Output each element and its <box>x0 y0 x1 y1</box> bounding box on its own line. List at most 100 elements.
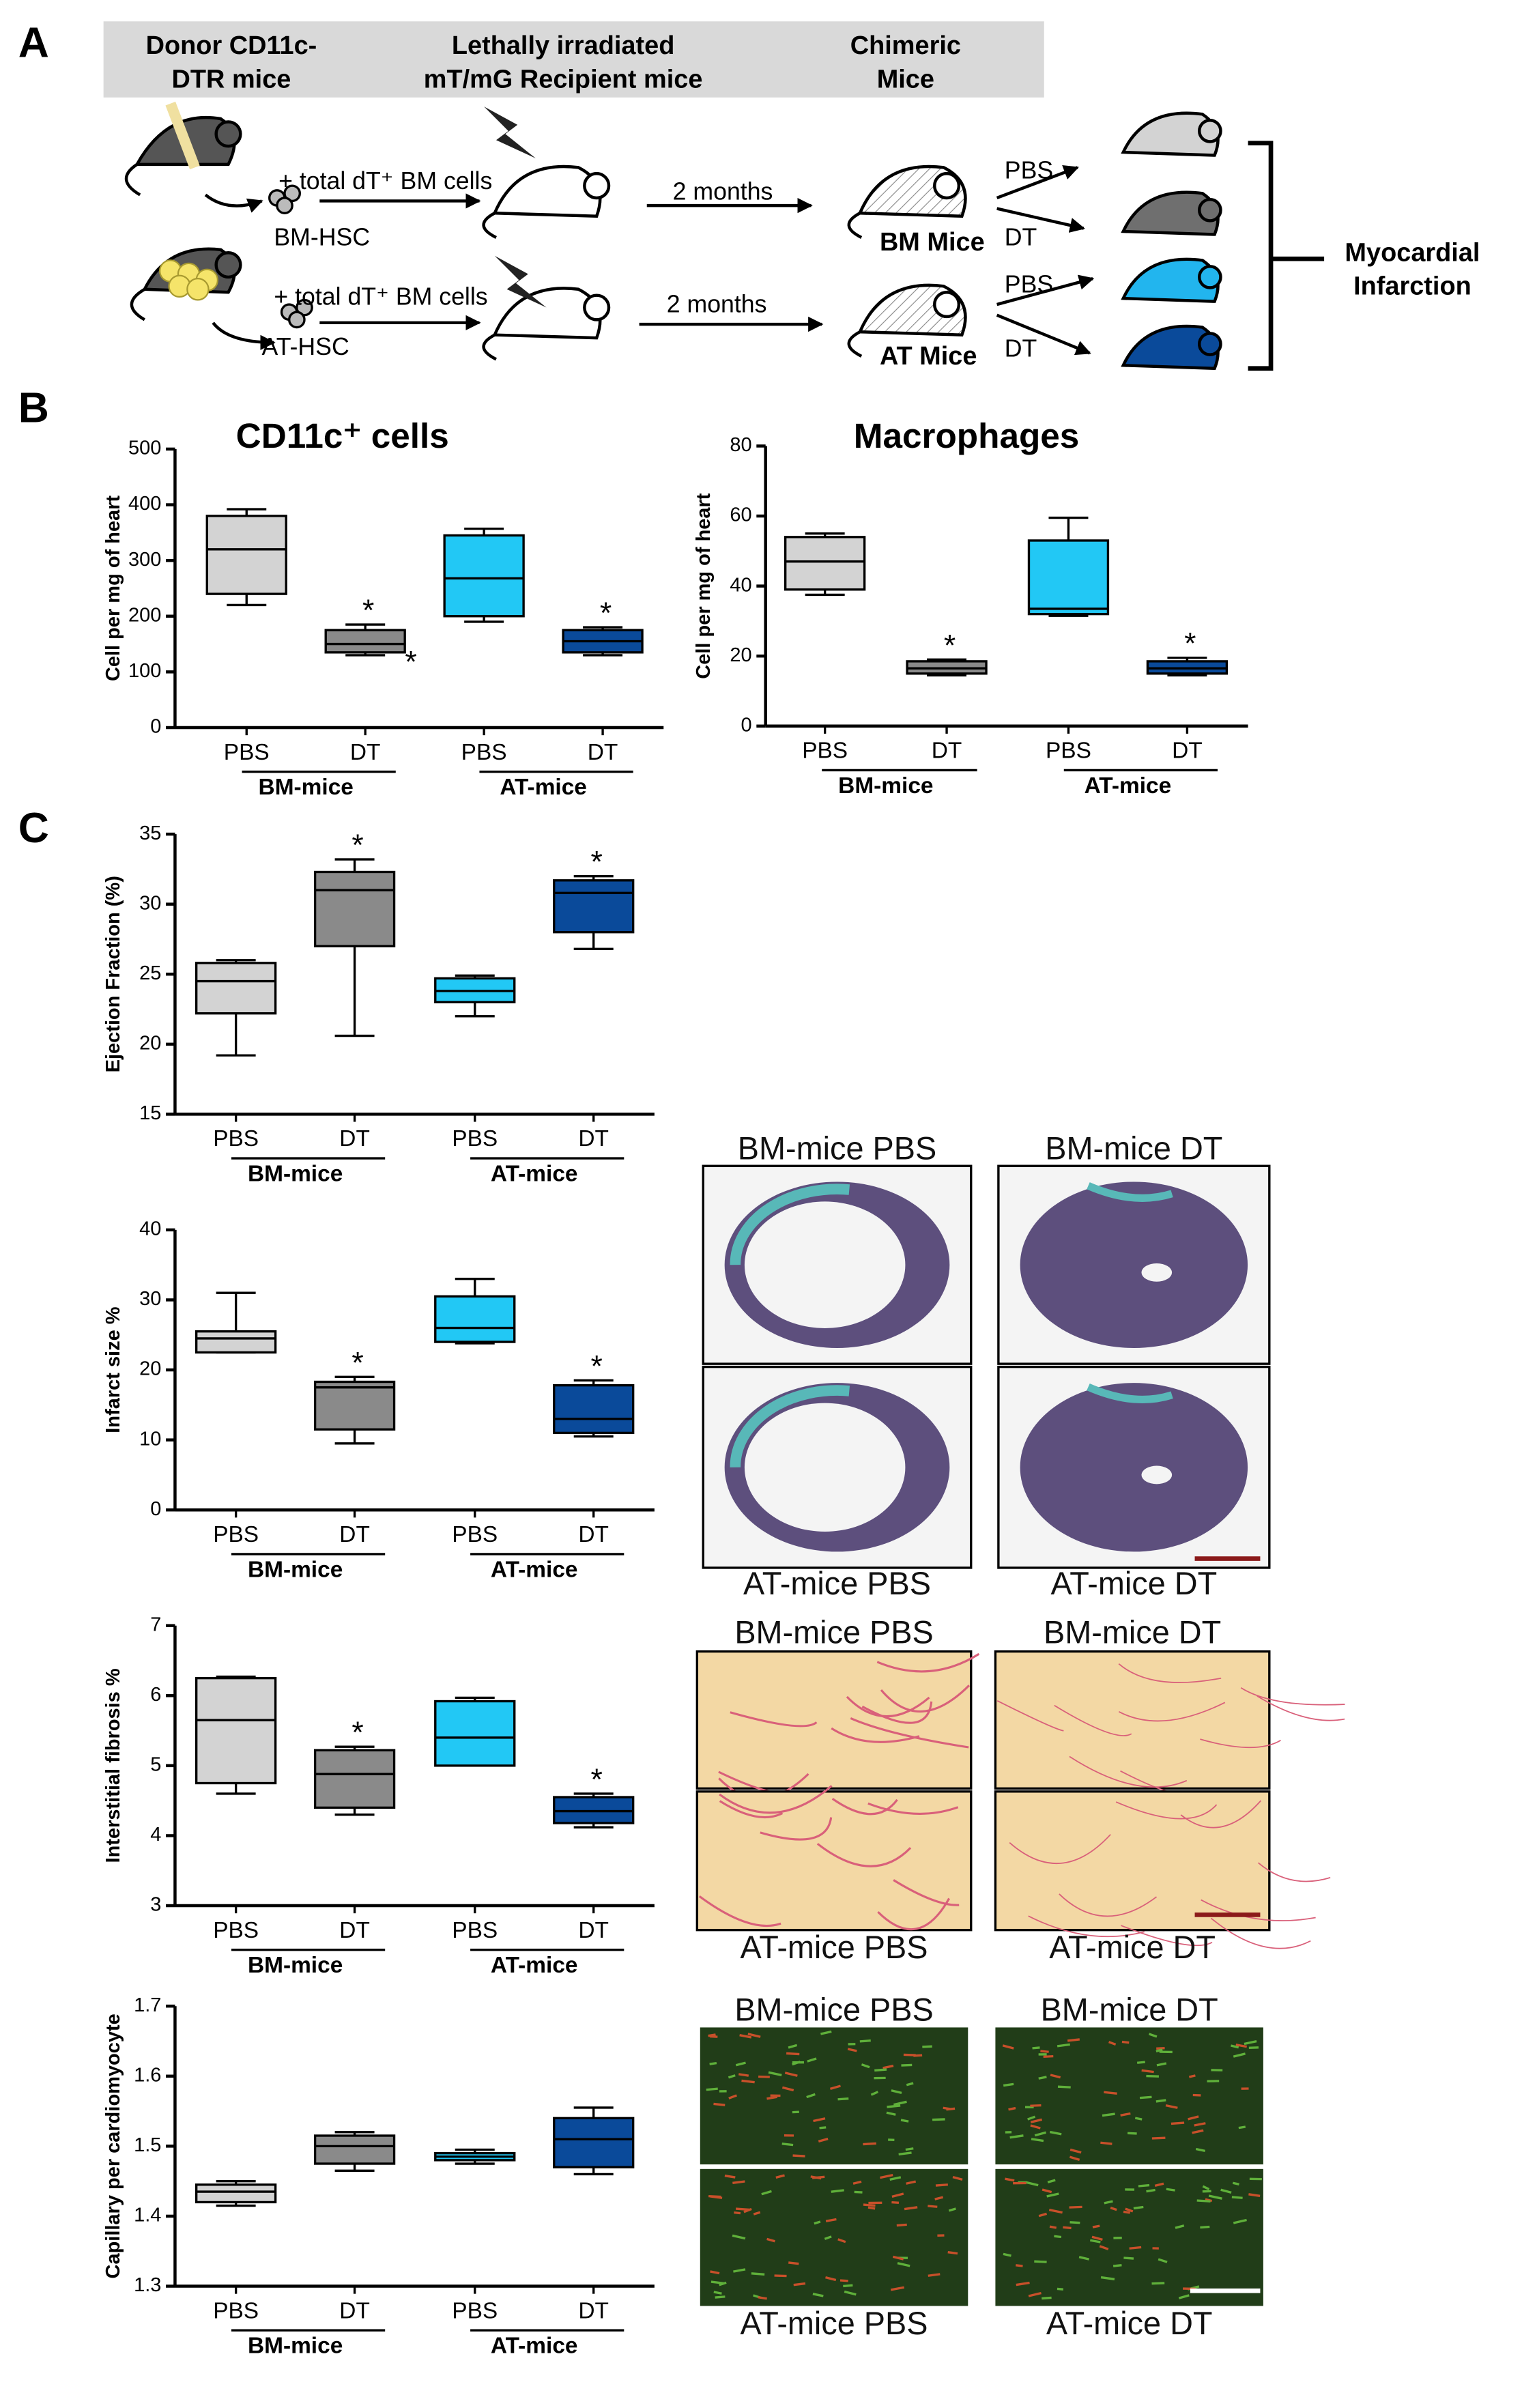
capillary <box>1202 2185 1210 2190</box>
capillary <box>1069 2155 1080 2161</box>
y-tick-label: 3 <box>150 1894 161 1916</box>
capillary <box>820 2030 832 2035</box>
capillary <box>1002 2044 1014 2050</box>
box <box>313 870 396 947</box>
capillary <box>793 2282 806 2287</box>
capillary <box>719 2281 727 2287</box>
capillary <box>733 2268 746 2273</box>
capillary <box>788 2261 799 2265</box>
capillary <box>1049 2225 1057 2229</box>
capillary <box>766 2237 775 2243</box>
capillary <box>708 2194 721 2198</box>
y-tick-label: 0 <box>150 1498 161 1520</box>
x-tick-label: DT <box>339 1522 370 1547</box>
capillary <box>1129 2246 1142 2250</box>
y-tick-label: 1.7 <box>134 1994 161 2016</box>
image-frame <box>994 1650 1271 1790</box>
capillary <box>819 2126 827 2130</box>
box <box>553 1384 635 1435</box>
capillary <box>947 2251 958 2255</box>
group-label: AT-mice <box>491 1953 578 1978</box>
capillary <box>807 2057 817 2063</box>
capillary <box>753 2211 761 2216</box>
capillary <box>1233 2052 1246 2058</box>
x-tick-label: DT <box>578 1522 609 1547</box>
capillary <box>1141 2069 1154 2074</box>
header-text: Lethally irradiated <box>452 31 675 60</box>
capillary <box>713 2291 722 2295</box>
schematic-text: AT Mice <box>880 342 977 371</box>
capillary <box>1148 2033 1158 2038</box>
capillary <box>781 2142 794 2147</box>
capillary <box>728 2074 736 2079</box>
x-tick-label: DT <box>932 739 962 764</box>
capillary <box>1235 2044 1248 2048</box>
fiber <box>698 1895 781 1927</box>
fiber <box>876 1652 980 1673</box>
y-tick-label: 400 <box>128 493 161 515</box>
box <box>553 879 635 934</box>
schematic-drawing <box>124 101 1325 371</box>
capillary <box>732 2234 746 2240</box>
capillary <box>1138 2183 1150 2188</box>
micrograph <box>997 1365 1271 1569</box>
y-tick-label: 15 <box>139 1102 161 1124</box>
fiber <box>1257 1695 1345 1721</box>
box <box>205 515 287 595</box>
capillary <box>1123 2256 1134 2260</box>
schematic-text: PBS <box>1005 271 1053 298</box>
y-tick-label: 80 <box>730 434 751 456</box>
image-caption: AT-mice DT <box>1046 2306 1213 2341</box>
tissue <box>1020 1181 1248 1348</box>
capillary <box>1048 2208 1063 2214</box>
y-tick-label: 30 <box>139 1288 161 1310</box>
capillary <box>758 2075 770 2078</box>
fiber <box>877 1897 951 1931</box>
capillary <box>706 2087 718 2091</box>
capillary <box>735 2061 746 2067</box>
capillary <box>861 2063 870 2069</box>
significance: * <box>351 1346 363 1379</box>
capillary <box>1238 2125 1246 2130</box>
micrograph <box>702 1365 973 1569</box>
group-label: BM-mice <box>838 773 933 799</box>
capillary <box>775 2174 785 2179</box>
box <box>313 1749 396 1809</box>
micrograph <box>700 2168 968 2306</box>
fiber <box>1028 1915 1145 1938</box>
capillary <box>1038 2076 1047 2080</box>
fiber <box>1054 1704 1132 1736</box>
capillary <box>948 2207 956 2212</box>
significance: * <box>1184 627 1196 661</box>
capillary <box>1248 2193 1261 2197</box>
capillary <box>825 2276 837 2282</box>
header-text: Donor CD11c- <box>146 31 317 60</box>
capillary <box>943 2106 951 2110</box>
schematic-text: + total dT⁺ BM cells <box>274 283 487 311</box>
x-tick-label: DT <box>578 2298 609 2323</box>
y-tick-label: 200 <box>128 604 161 626</box>
capillary <box>905 2147 914 2151</box>
schematic-text: + total dT⁺ BM cells <box>278 167 492 195</box>
x-tick-label: PBS <box>452 2298 498 2323</box>
capillary <box>724 2175 736 2179</box>
capillary <box>870 2091 879 2096</box>
capillary <box>891 2192 904 2198</box>
micrograph <box>995 2168 1263 2306</box>
y-tick-label: 1.6 <box>134 2064 161 2086</box>
capillary <box>1069 2148 1082 2154</box>
header-band <box>103 21 1044 98</box>
fiber <box>893 1879 960 1906</box>
capillary <box>882 2064 894 2069</box>
micrograph <box>695 1650 980 1800</box>
box <box>434 1295 516 1343</box>
capillary <box>1028 2291 1042 2297</box>
capillary <box>1154 2182 1164 2188</box>
capillary <box>1030 2124 1041 2130</box>
capillary <box>1026 2181 1039 2187</box>
image-caption: AT-mice PBS <box>741 1930 928 1965</box>
scar <box>730 1184 850 1265</box>
significance: * <box>351 1716 363 1749</box>
capillary <box>1127 2132 1137 2135</box>
